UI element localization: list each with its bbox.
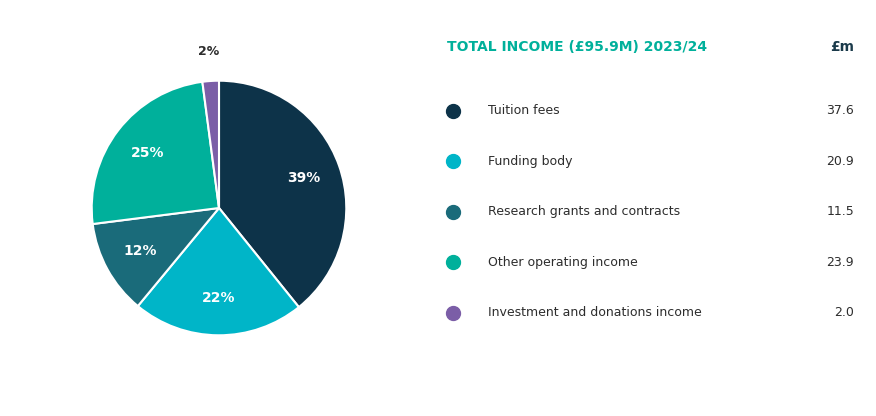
Wedge shape bbox=[138, 208, 299, 335]
Text: TOTAL INCOME (£95.9M) 2023/24: TOTAL INCOME (£95.9M) 2023/24 bbox=[447, 40, 707, 54]
Text: Tuition fees: Tuition fees bbox=[489, 104, 560, 117]
Text: 2.0: 2.0 bbox=[834, 306, 854, 319]
Wedge shape bbox=[92, 82, 219, 224]
Text: Research grants and contracts: Research grants and contracts bbox=[489, 205, 681, 218]
Text: 11.5: 11.5 bbox=[826, 205, 854, 218]
Text: 22%: 22% bbox=[201, 291, 235, 305]
Wedge shape bbox=[93, 208, 219, 306]
Text: 23.9: 23.9 bbox=[826, 256, 854, 269]
Text: 20.9: 20.9 bbox=[826, 155, 854, 168]
Text: 2%: 2% bbox=[198, 45, 219, 57]
Wedge shape bbox=[202, 81, 219, 208]
Text: 39%: 39% bbox=[287, 171, 321, 185]
Text: 25%: 25% bbox=[131, 146, 165, 160]
Text: £m: £m bbox=[830, 40, 854, 54]
Text: 12%: 12% bbox=[124, 244, 157, 258]
Wedge shape bbox=[219, 81, 346, 307]
Text: Investment and donations income: Investment and donations income bbox=[489, 306, 703, 319]
Text: Other operating income: Other operating income bbox=[489, 256, 638, 269]
Text: Funding body: Funding body bbox=[489, 155, 573, 168]
Text: 37.6: 37.6 bbox=[826, 104, 854, 117]
